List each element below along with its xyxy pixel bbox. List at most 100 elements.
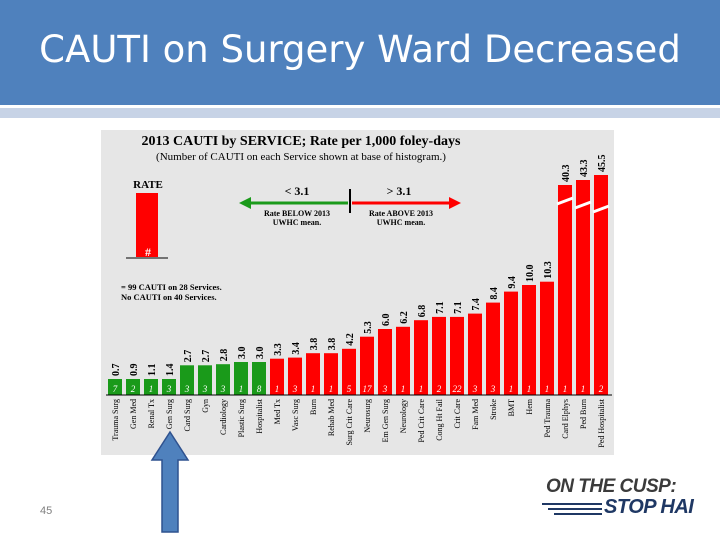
legend-count-symbol: #	[145, 245, 151, 259]
category-tick-label: Cong Ht Fail	[435, 398, 444, 441]
on-the-cusp-logo: ON THE CUSP: STOP HAI	[540, 474, 712, 520]
bar-count-label: 3	[220, 384, 226, 394]
cauti-bar-chart: 2013 CAUTI by SERVICE; Rate per 1,000 fo…	[106, 134, 612, 448]
bar-value-label: 6.2	[399, 311, 410, 324]
bar	[504, 291, 518, 395]
bar	[378, 329, 392, 395]
chart-panel: 2013 CAUTI by SERVICE; Rate per 1,000 fo…	[101, 130, 614, 455]
bar-value-label: 43.3	[579, 160, 590, 178]
bar	[198, 365, 212, 395]
bar	[450, 316, 464, 395]
category-tick-label: Fam Med	[471, 399, 480, 430]
slide-title: CAUTI on Surgery Ward Decreased	[39, 28, 681, 71]
bar	[252, 362, 266, 395]
bar-count-label: 1	[563, 384, 568, 394]
category-tick-label: Stroke	[489, 399, 498, 420]
legend-below-text-1: Rate BELOW 2013	[264, 209, 330, 218]
bar-value-label: 3.8	[309, 338, 320, 351]
category-tick-label: Renal Tx	[147, 399, 156, 428]
bar-count-label: 1	[419, 384, 424, 394]
legend-green-arrowhead	[239, 197, 251, 209]
bar-count-label: 1	[581, 384, 586, 394]
chart-subtitle: (Number of CAUTI on each Service shown a…	[156, 151, 446, 163]
bar-value-label: 1.1	[147, 364, 158, 377]
logo-text-line2: STOP HAI	[604, 496, 694, 518]
bar-count-label: 3	[292, 384, 298, 394]
legend-rate-bar	[136, 193, 158, 257]
legend-above-text-1: Rate ABOVE 2013	[369, 209, 433, 218]
bar-value-label: 1.4	[165, 364, 176, 377]
bar-count-label: 1	[311, 384, 316, 394]
bar-count-label: 1	[401, 384, 406, 394]
bar-value-label: 10.0	[525, 265, 536, 283]
bar-value-label: 2.7	[201, 350, 212, 363]
bar	[432, 316, 446, 395]
bar-count-label: 3	[166, 384, 172, 394]
legend-above-threshold: > 3.1	[387, 184, 412, 198]
bar	[144, 379, 158, 395]
bar-count-label: 1	[329, 384, 334, 394]
category-tick-label: Ped Trauma	[543, 399, 552, 438]
bar	[594, 175, 608, 395]
bar	[216, 364, 230, 395]
bar-value-label: 0.7	[111, 364, 122, 377]
bar-value-label: 2.8	[219, 349, 230, 362]
bar-count-label: 8	[257, 384, 262, 394]
category-tick-label: Crit Care	[453, 399, 462, 429]
bar	[468, 313, 482, 395]
bar-count-label: 1	[527, 384, 532, 394]
logo-text-line1: ON THE CUSP:	[546, 476, 677, 497]
bar	[486, 302, 500, 395]
category-tick-label: Plastic Surg	[237, 399, 246, 437]
legend-above-text-2: UWHC mean.	[377, 218, 425, 227]
bar-value-label: 3.4	[291, 342, 302, 355]
category-tick-label: Ped Crit Care	[417, 399, 426, 443]
category-tick-label: Neurology	[399, 399, 408, 433]
axis-break-mark	[592, 204, 610, 214]
category-tick-label: BMT	[507, 399, 516, 416]
bar-value-label: 5.3	[363, 321, 374, 334]
bar-value-label: 4.2	[345, 333, 356, 346]
up-arrow-icon	[150, 430, 190, 533]
bar	[414, 320, 428, 395]
bar-value-label: 3.0	[255, 347, 266, 360]
bar	[180, 365, 194, 395]
legend-below-threshold: < 3.1	[285, 184, 310, 198]
bar	[360, 336, 374, 395]
legend-note-1: = 99 CAUTI on 28 Services.	[121, 282, 222, 292]
bar-count-label: 1	[149, 384, 154, 394]
chart-title: 2013 CAUTI by SERVICE; Rate per 1,000 fo…	[142, 134, 461, 149]
category-tick-label: Hospitalist	[255, 398, 264, 433]
bar-count-label: 3	[202, 384, 208, 394]
bar-count-label: 1	[545, 384, 550, 394]
bar-value-label: 45.5	[597, 155, 608, 173]
bar-value-label: 7.1	[435, 301, 446, 314]
bar-count-label: 3	[382, 384, 388, 394]
bars-group: 0.7 7 Trauma Surg 0.9 2 Gen Med 1.1 1 Renal Tx 1.…	[106, 155, 612, 448]
category-tick-label: Vasc Surg	[291, 399, 300, 431]
title-rule	[0, 108, 720, 118]
axis-break-mark	[556, 196, 574, 206]
bar	[270, 358, 284, 395]
bar-value-label: 6.8	[417, 305, 428, 318]
bar-value-label: 7.4	[471, 298, 482, 311]
bar	[324, 353, 338, 395]
bar-value-label: 2.7	[183, 350, 194, 363]
bar-count-label: 3	[472, 384, 478, 394]
bar	[306, 353, 320, 395]
bar	[342, 348, 356, 395]
bar-value-label: 8.4	[489, 287, 500, 300]
page-number: 45	[40, 505, 53, 517]
bar-count-label: 7	[113, 384, 118, 394]
category-tick-label: Trauma Surg	[111, 399, 120, 441]
category-tick-label: Med Tx	[273, 399, 282, 424]
bar	[162, 379, 176, 395]
bar-value-label: 40.3	[561, 165, 572, 183]
category-tick-label: Surg Crit Care	[345, 399, 354, 446]
category-tick-label: Em Gen Surg	[381, 399, 390, 442]
bar-value-label: 3.8	[327, 338, 338, 351]
category-tick-label: Rehab Med	[327, 399, 336, 436]
bar-count-label: 3	[184, 384, 190, 394]
bar-count-label: 1	[275, 384, 280, 394]
category-tick-label: Gen Med	[129, 399, 138, 429]
